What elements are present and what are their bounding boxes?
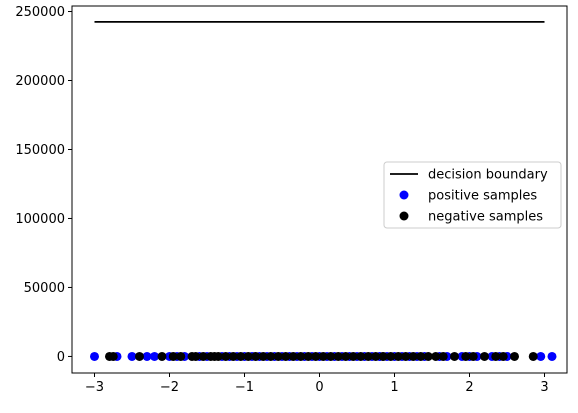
x-tick-label: 3 — [540, 380, 548, 395]
y-tick-label: 250000 — [15, 5, 65, 20]
x-tick-label: −1 — [235, 380, 254, 395]
negative-samples-point — [450, 352, 459, 361]
negative-samples-point — [439, 352, 448, 361]
legend-label-positive-samples: positive samples — [428, 189, 537, 204]
x-tick-label: −2 — [160, 380, 179, 395]
positive-samples-point — [548, 352, 557, 361]
y-tick-label: 50000 — [24, 281, 65, 296]
legend-label-decision-boundary: decision boundary — [428, 168, 548, 183]
positive-samples-point — [90, 352, 99, 361]
negative-samples-point — [176, 352, 185, 361]
negative-samples-point — [109, 352, 118, 361]
negative-samples-point — [510, 352, 519, 361]
x-axis: −3 −2 −1 0 1 2 3 — [85, 373, 549, 395]
y-tick-label: 0 — [57, 350, 65, 365]
y-tick-label: 100000 — [15, 212, 65, 227]
legend-swatch-positive-samples — [400, 191, 409, 200]
x-tick-label: −3 — [85, 380, 104, 395]
negative-samples-point — [499, 352, 508, 361]
legend-label-negative-samples: negative samples — [428, 210, 543, 225]
negative-samples-point — [480, 352, 489, 361]
x-tick-label: 0 — [315, 380, 323, 395]
y-tick-label: 150000 — [15, 143, 65, 158]
negative-samples-point — [135, 352, 144, 361]
negative-samples-point — [158, 352, 167, 361]
legend-swatch-negative-samples — [400, 212, 409, 221]
negative-samples-point — [529, 352, 538, 361]
negative-samples-point — [469, 352, 478, 361]
y-tick-label: 200000 — [15, 74, 65, 89]
x-tick-label: 1 — [390, 380, 398, 395]
legend: decision boundary positive samples negativ… — [384, 162, 561, 228]
y-axis: 0 50000 100000 150000 200000 250000 — [15, 5, 72, 365]
x-tick-label: 2 — [465, 380, 473, 395]
